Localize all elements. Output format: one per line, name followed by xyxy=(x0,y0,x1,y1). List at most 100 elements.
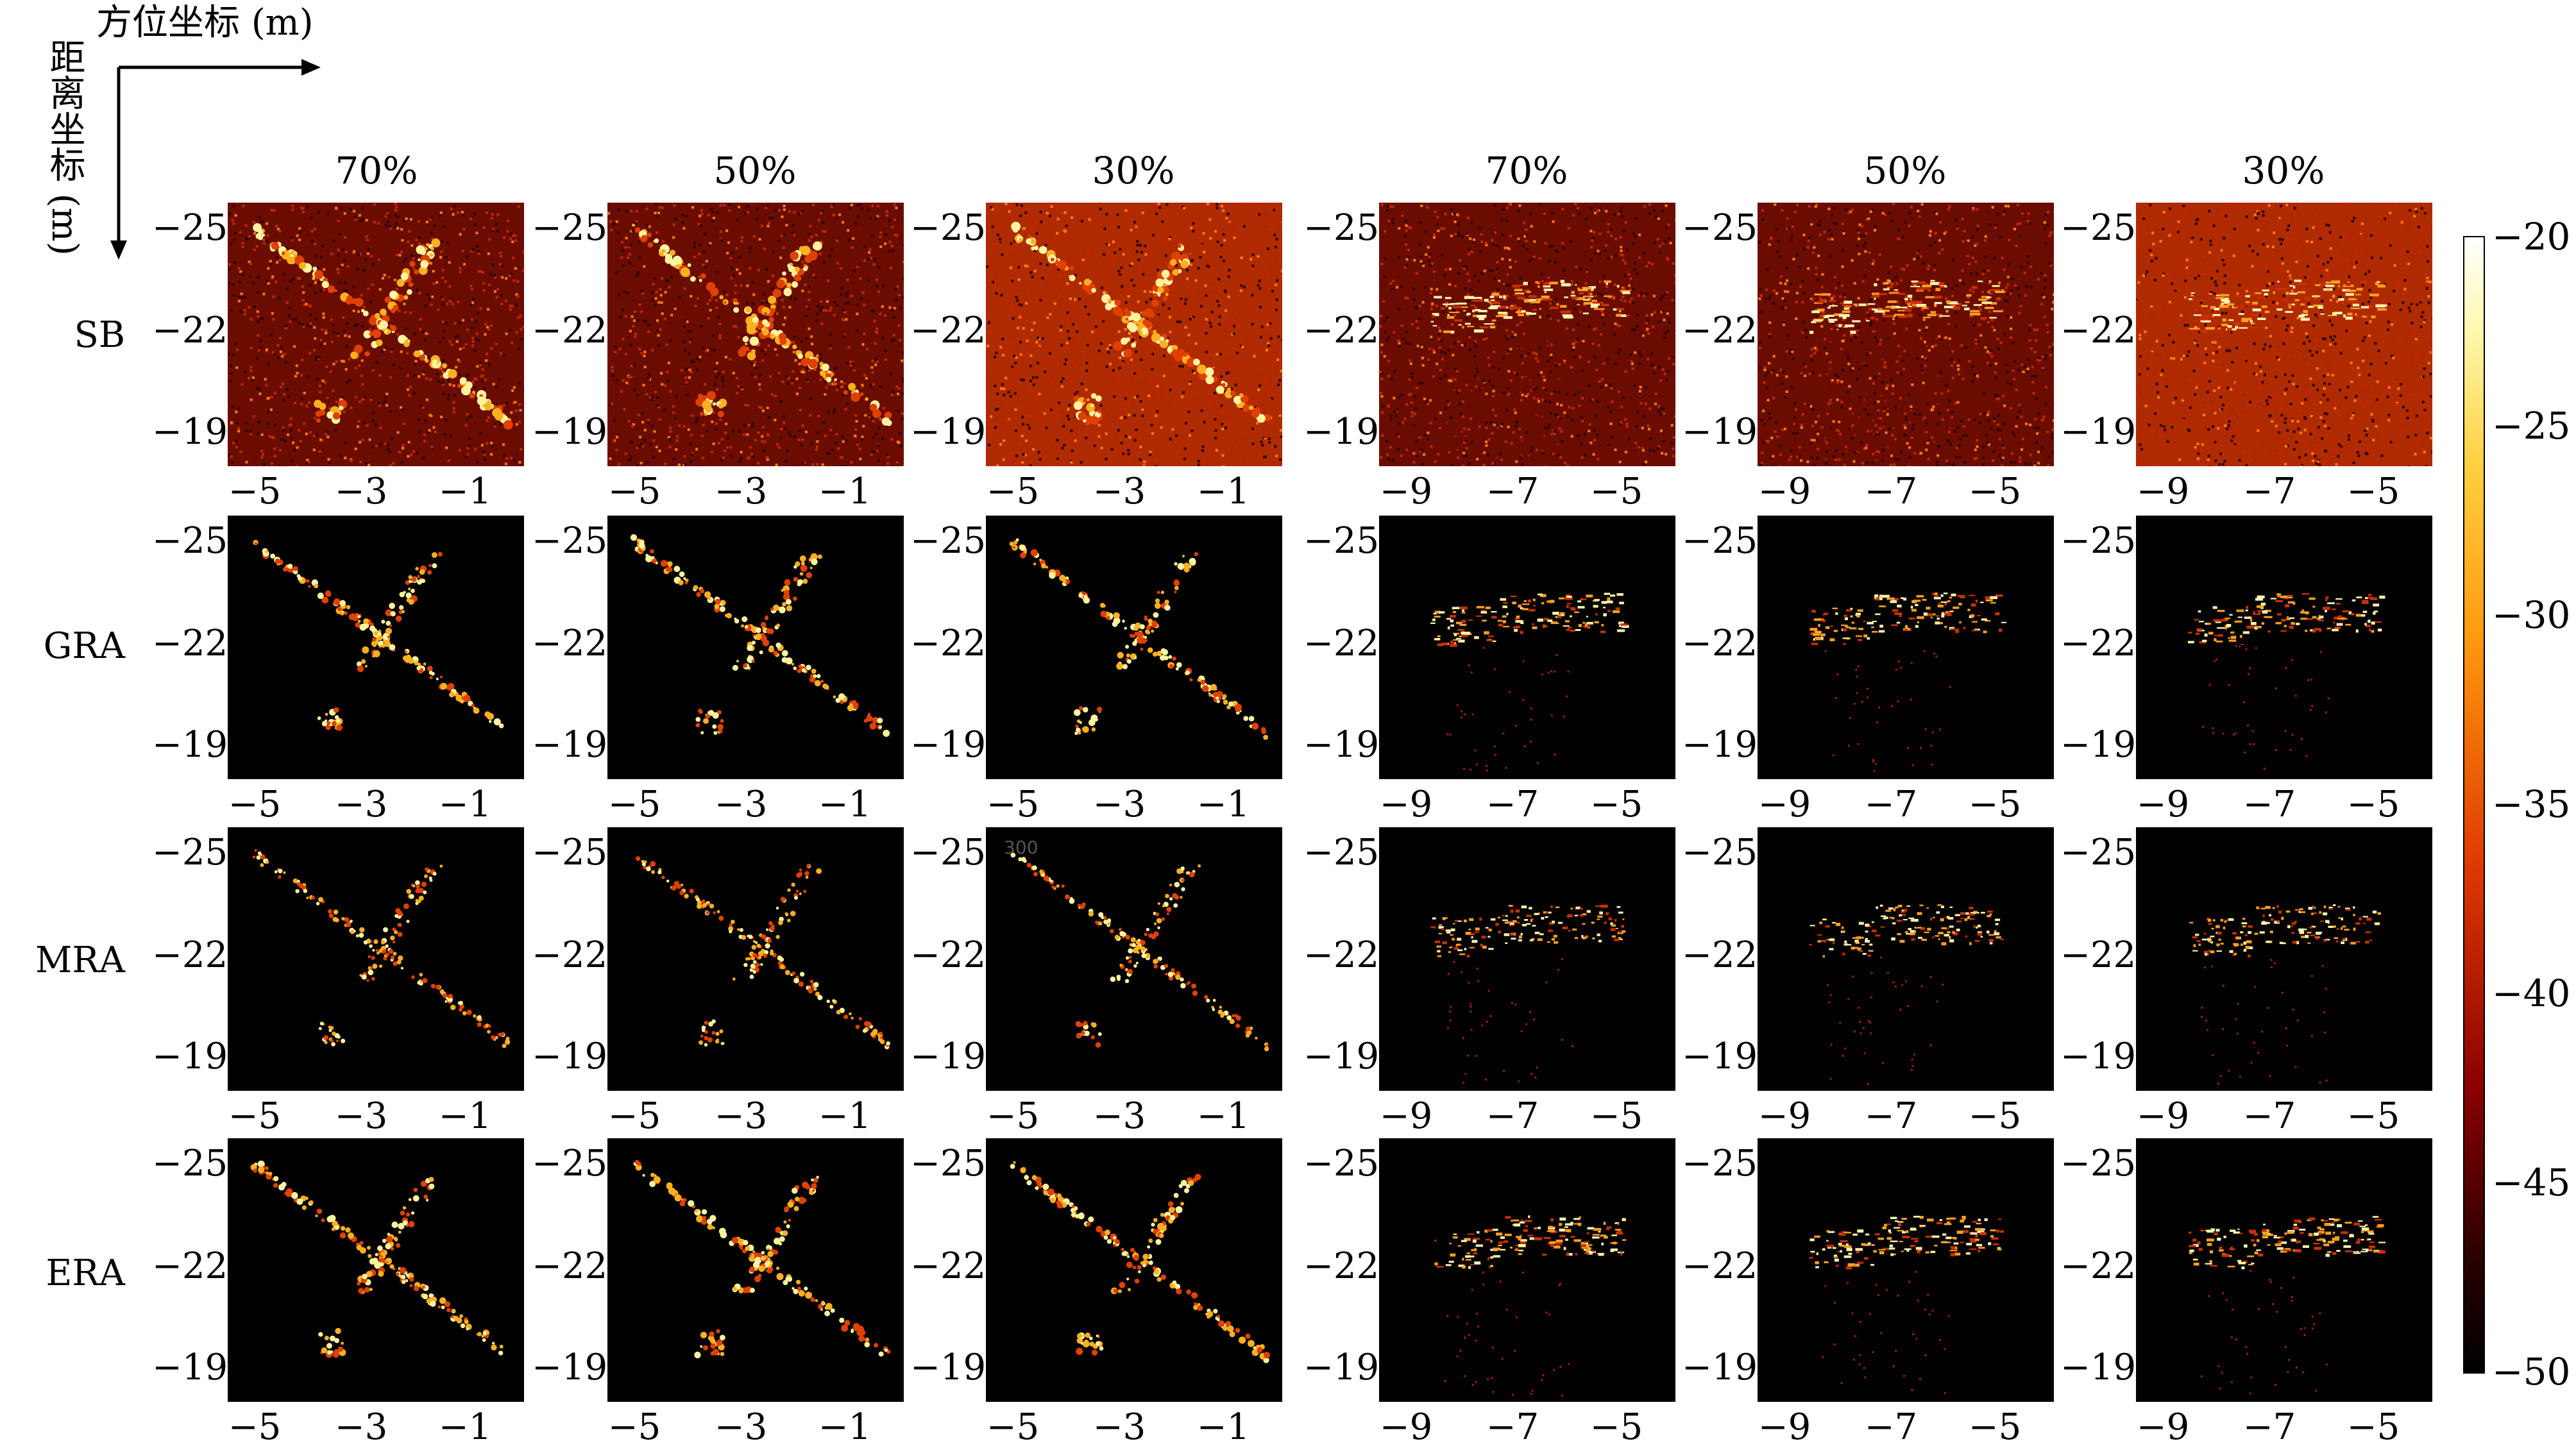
x-tick-label: −7 xyxy=(1477,1099,1548,1134)
sar-panel-era-6 xyxy=(2136,1138,2432,1402)
x-tick-label: −5 xyxy=(978,787,1048,823)
sar-panel-gra-3 xyxy=(986,516,1282,779)
y-tick-label: −19 xyxy=(532,727,602,763)
y-tick-label: −22 xyxy=(910,1249,981,1284)
col-header-6: 30% xyxy=(2136,149,2431,192)
y-tick-label: −19 xyxy=(152,1039,223,1075)
sar-panel-era-3 xyxy=(986,1138,1282,1402)
y-tick-label: −19 xyxy=(2060,1350,2131,1386)
x-tick-label: −3 xyxy=(706,474,776,510)
y-tick-label: −19 xyxy=(1682,727,1752,763)
sar-panel-mra-1 xyxy=(228,827,524,1091)
y-tick-label: −22 xyxy=(152,938,223,973)
y-tick-label: −19 xyxy=(910,414,981,450)
x-tick-label: −3 xyxy=(1084,787,1155,823)
y-tick-label: −22 xyxy=(1682,1249,1752,1284)
x-tick-label: −1 xyxy=(1188,1099,1258,1134)
x-tick-label: −9 xyxy=(1371,474,1441,510)
x-tick-label: −7 xyxy=(2234,1099,2305,1134)
x-tick-label: −5 xyxy=(219,474,290,510)
x-tick-label: −3 xyxy=(1084,1410,1155,1445)
y-tick-label: −25 xyxy=(532,210,602,246)
y-tick-label: −22 xyxy=(1303,626,1374,662)
x-tick-label: −7 xyxy=(1477,1410,1548,1445)
x-tick-label: −7 xyxy=(2234,474,2305,510)
y-tick-label: −22 xyxy=(532,1249,602,1284)
x-tick-label: −5 xyxy=(219,1099,290,1134)
x-tick-label: −5 xyxy=(2338,474,2409,510)
x-tick-label: −5 xyxy=(599,787,670,823)
x-tick-label: −5 xyxy=(1960,474,2030,510)
x-tick-label: −1 xyxy=(809,1410,880,1445)
y-tick-label: −22 xyxy=(2060,313,2131,349)
sar-panel-sb-4 xyxy=(1379,203,1675,466)
y-tick-label: −25 xyxy=(910,523,981,559)
col-header-1: 70% xyxy=(229,149,524,192)
sar-panel-gra-4 xyxy=(1379,516,1675,779)
x-tick-label: −3 xyxy=(326,787,396,823)
x-tick-label: −1 xyxy=(1188,474,1258,510)
x-tick-label: −3 xyxy=(1084,1099,1155,1134)
y-tick-label: −22 xyxy=(1303,938,1374,973)
x-tick-label: −9 xyxy=(2128,787,2198,823)
col-header-3: 30% xyxy=(986,149,1281,192)
x-tick-label: −5 xyxy=(1960,787,2030,823)
sar-panel-era-4 xyxy=(1379,1138,1675,1402)
y-tick-label: −25 xyxy=(910,210,981,246)
y-tick-label: −19 xyxy=(910,1350,981,1386)
x-tick-label: −9 xyxy=(1371,1099,1441,1134)
y-tick-label: −19 xyxy=(532,414,602,450)
x-tick-label: −7 xyxy=(2234,1410,2305,1445)
y-tick-label: −25 xyxy=(1682,835,1752,871)
x-tick-label: −1 xyxy=(430,1099,500,1134)
y-tick-label: −19 xyxy=(1303,414,1374,450)
colorbar-tick-label: −25 xyxy=(2492,407,2570,444)
y-tick-label: −25 xyxy=(1303,523,1374,559)
x-tick-label: −5 xyxy=(978,1099,1048,1134)
y-tick-label: −19 xyxy=(152,1350,223,1386)
x-tick-label: −5 xyxy=(2338,787,2409,823)
sar-panel-sb-3 xyxy=(986,203,1282,466)
x-tick-label: −5 xyxy=(2338,1099,2409,1134)
x-tick-label: −9 xyxy=(1371,787,1441,823)
sar-panel-sb-2 xyxy=(607,203,904,466)
colorbar-tick-label: −20 xyxy=(2492,218,2570,255)
x-tick-label: −3 xyxy=(326,1099,396,1134)
x-tick-label: −5 xyxy=(219,1410,290,1445)
sar-panel-sb-1 xyxy=(228,203,524,466)
y-tick-label: −25 xyxy=(910,1146,981,1182)
sar-panel-mra-3 xyxy=(986,827,1282,1091)
x-tick-label: −5 xyxy=(978,474,1048,510)
row-label-sb: SB xyxy=(10,314,125,356)
colorbar xyxy=(2463,236,2485,1374)
y-tick-label: −22 xyxy=(1682,938,1752,973)
y-tick-label: −25 xyxy=(532,523,602,559)
y-tick-label: −25 xyxy=(1303,1146,1374,1182)
col-header-4: 70% xyxy=(1379,149,1674,192)
sar-panel-mra-6 xyxy=(2136,827,2432,1091)
x-tick-label: −5 xyxy=(1581,474,1652,510)
sar-panel-sb-6 xyxy=(2136,203,2432,466)
y-tick-label: −25 xyxy=(1682,210,1752,246)
x-tick-label: −1 xyxy=(809,1099,880,1134)
y-tick-label: −25 xyxy=(152,1146,223,1182)
x-tick-label: −1 xyxy=(430,474,500,510)
x-tick-label: −3 xyxy=(706,787,776,823)
y-tick-label: −19 xyxy=(532,1039,602,1075)
y-tick-label: −25 xyxy=(2060,835,2131,871)
sar-panel-sb-5 xyxy=(1758,203,2054,466)
x-tick-label: −7 xyxy=(2234,787,2305,823)
azimuth-axis-title: 方位坐标 (m) xyxy=(96,5,314,41)
y-tick-label: −25 xyxy=(2060,1146,2131,1182)
x-tick-label: −5 xyxy=(1581,1410,1652,1445)
row-label-gra: GRA xyxy=(10,625,125,667)
x-tick-label: −5 xyxy=(599,1410,670,1445)
y-tick-label: −25 xyxy=(152,835,223,871)
y-tick-label: −19 xyxy=(1303,1350,1374,1386)
sar-panel-era-2 xyxy=(607,1138,904,1402)
y-tick-label: −19 xyxy=(910,727,981,763)
y-tick-label: −22 xyxy=(152,313,223,349)
y-tick-label: −25 xyxy=(910,835,981,871)
x-tick-label: −1 xyxy=(1188,1410,1258,1445)
y-tick-label: −25 xyxy=(532,835,602,871)
